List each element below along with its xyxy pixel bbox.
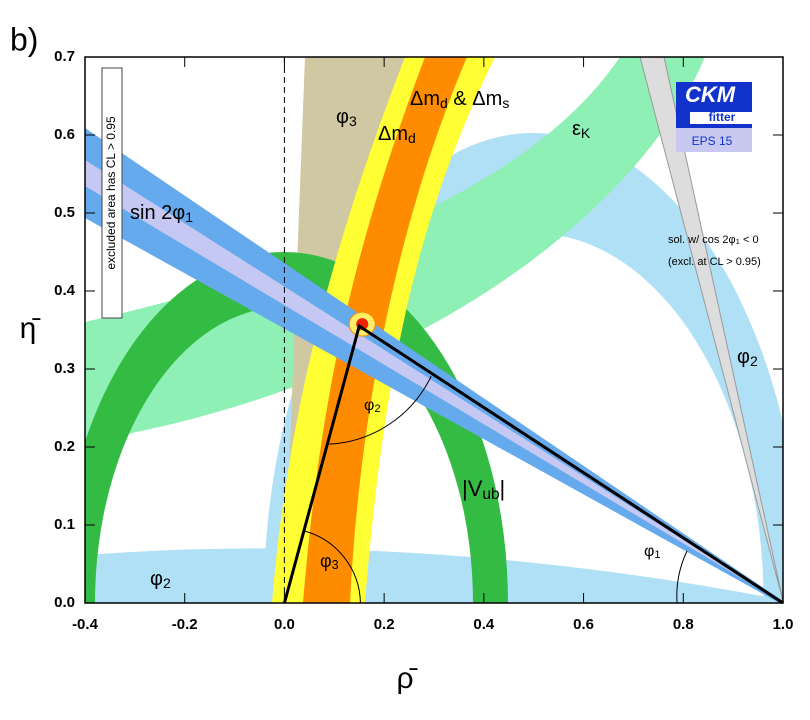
- annotation-subscript: 1: [736, 237, 740, 246]
- y-tick-label: 0.2: [54, 438, 75, 455]
- angle-arc: [676, 550, 688, 604]
- x-tick-label: 0.2: [374, 616, 395, 633]
- logo-title: CKM: [685, 82, 736, 107]
- annotation-text: ε: [572, 118, 581, 140]
- annotation: sin 2φ1: [130, 202, 193, 225]
- x-axis-label: ρ̄: [396, 662, 418, 695]
- annotation: εK: [572, 118, 591, 141]
- annotation: Δmd & Δms: [410, 88, 509, 111]
- annotation-text: |: [500, 476, 506, 501]
- angle-arc: [329, 375, 432, 445]
- annotation-text: φ: [737, 346, 750, 368]
- y-axis-label: η̄: [20, 312, 42, 345]
- annotation-text: sol. w/ cos 2φ: [668, 234, 736, 246]
- annotation-subscript: 2: [374, 403, 380, 415]
- x-tick-label: 0.6: [573, 616, 594, 633]
- annotation: φ2: [737, 346, 758, 369]
- dmd-dms-band: [303, 57, 467, 603]
- excluded-box: excluded area has CL > 0.95: [101, 67, 123, 319]
- annotation-subscript: 2: [163, 575, 171, 591]
- annotation-subscript: d: [440, 95, 448, 111]
- y-tick-label: 0.3: [54, 360, 75, 377]
- frame: [84, 56, 784, 604]
- triangle: [282, 323, 784, 605]
- annotation-text: Δm: [378, 123, 408, 145]
- annotation-text: |V: [462, 476, 483, 501]
- annotation-subscript: 1: [654, 549, 660, 561]
- annotation: φ1: [644, 543, 661, 561]
- phi2-low-band: [85, 548, 783, 603]
- annotation-text: Δm: [410, 88, 440, 110]
- logo-subtitle: fitter: [709, 110, 736, 124]
- annotation: sol. w/ cos 2φ1 < 0: [668, 234, 759, 247]
- annotation-text: < 0: [740, 234, 759, 246]
- annotation-subscript: d: [408, 130, 416, 146]
- x-tick-label: 1.0: [773, 616, 794, 633]
- y-tick-label: 0.7: [54, 48, 75, 65]
- annotation: φ2: [364, 397, 381, 415]
- y-tick-label: 0.0: [54, 594, 75, 611]
- annotation: φ2: [150, 568, 171, 591]
- x-tick-label: 0.8: [673, 616, 694, 633]
- annotation-text: φ: [336, 106, 349, 128]
- constraints: [85, 57, 783, 603]
- excluded-note: excluded area has CL > 0.95: [104, 116, 118, 270]
- annotation-subscript: 3: [349, 113, 357, 129]
- annotation-subscript: ub: [482, 486, 499, 503]
- annotation-text: & Δm: [448, 88, 502, 110]
- y-tick-label: 0.6: [54, 126, 75, 143]
- annotation-text: sin 2φ: [130, 202, 185, 224]
- y-tick-label: 0.4: [54, 282, 76, 299]
- annotation: φ3: [336, 106, 357, 129]
- logo-edition: EPS 15: [692, 134, 733, 148]
- cos2phi1-wedge: [639, 57, 783, 602]
- vub-band: [85, 252, 508, 603]
- annotation-text: φ: [320, 551, 332, 571]
- y-tick-label: 0.5: [54, 204, 75, 221]
- panel-label: b): [10, 21, 38, 57]
- angle-arc: [304, 530, 361, 604]
- x-tick-label: -0.4: [72, 616, 99, 633]
- annotation-text: (excl. at CL > 0.95): [668, 256, 761, 268]
- annotation: φ3: [320, 551, 339, 572]
- annotation-text: φ: [364, 397, 374, 414]
- annotation-text: φ: [150, 568, 163, 590]
- annotation-subscript: 3: [332, 558, 339, 572]
- annotation: |Vub|: [462, 476, 505, 503]
- annotation-subscript: K: [581, 125, 591, 141]
- annotation-subscript: s: [502, 95, 509, 111]
- logo: CKM fitter EPS 15: [676, 82, 752, 152]
- sin2phi1-core: [85, 160, 783, 603]
- x-tick-label: 0.4: [473, 616, 495, 633]
- y-tick-label: 0.1: [54, 516, 75, 533]
- annotation: Δmd: [378, 123, 416, 146]
- annotation-subscript: 2: [750, 353, 758, 369]
- x-tick-label: 0.0: [274, 616, 295, 633]
- annotation: (excl. at CL > 0.95): [668, 256, 761, 268]
- annotation-subscript: 1: [185, 209, 193, 225]
- annotation-text: φ: [644, 543, 654, 560]
- x-tick-label: -0.2: [172, 616, 198, 633]
- sin2phi1-band: [85, 128, 783, 603]
